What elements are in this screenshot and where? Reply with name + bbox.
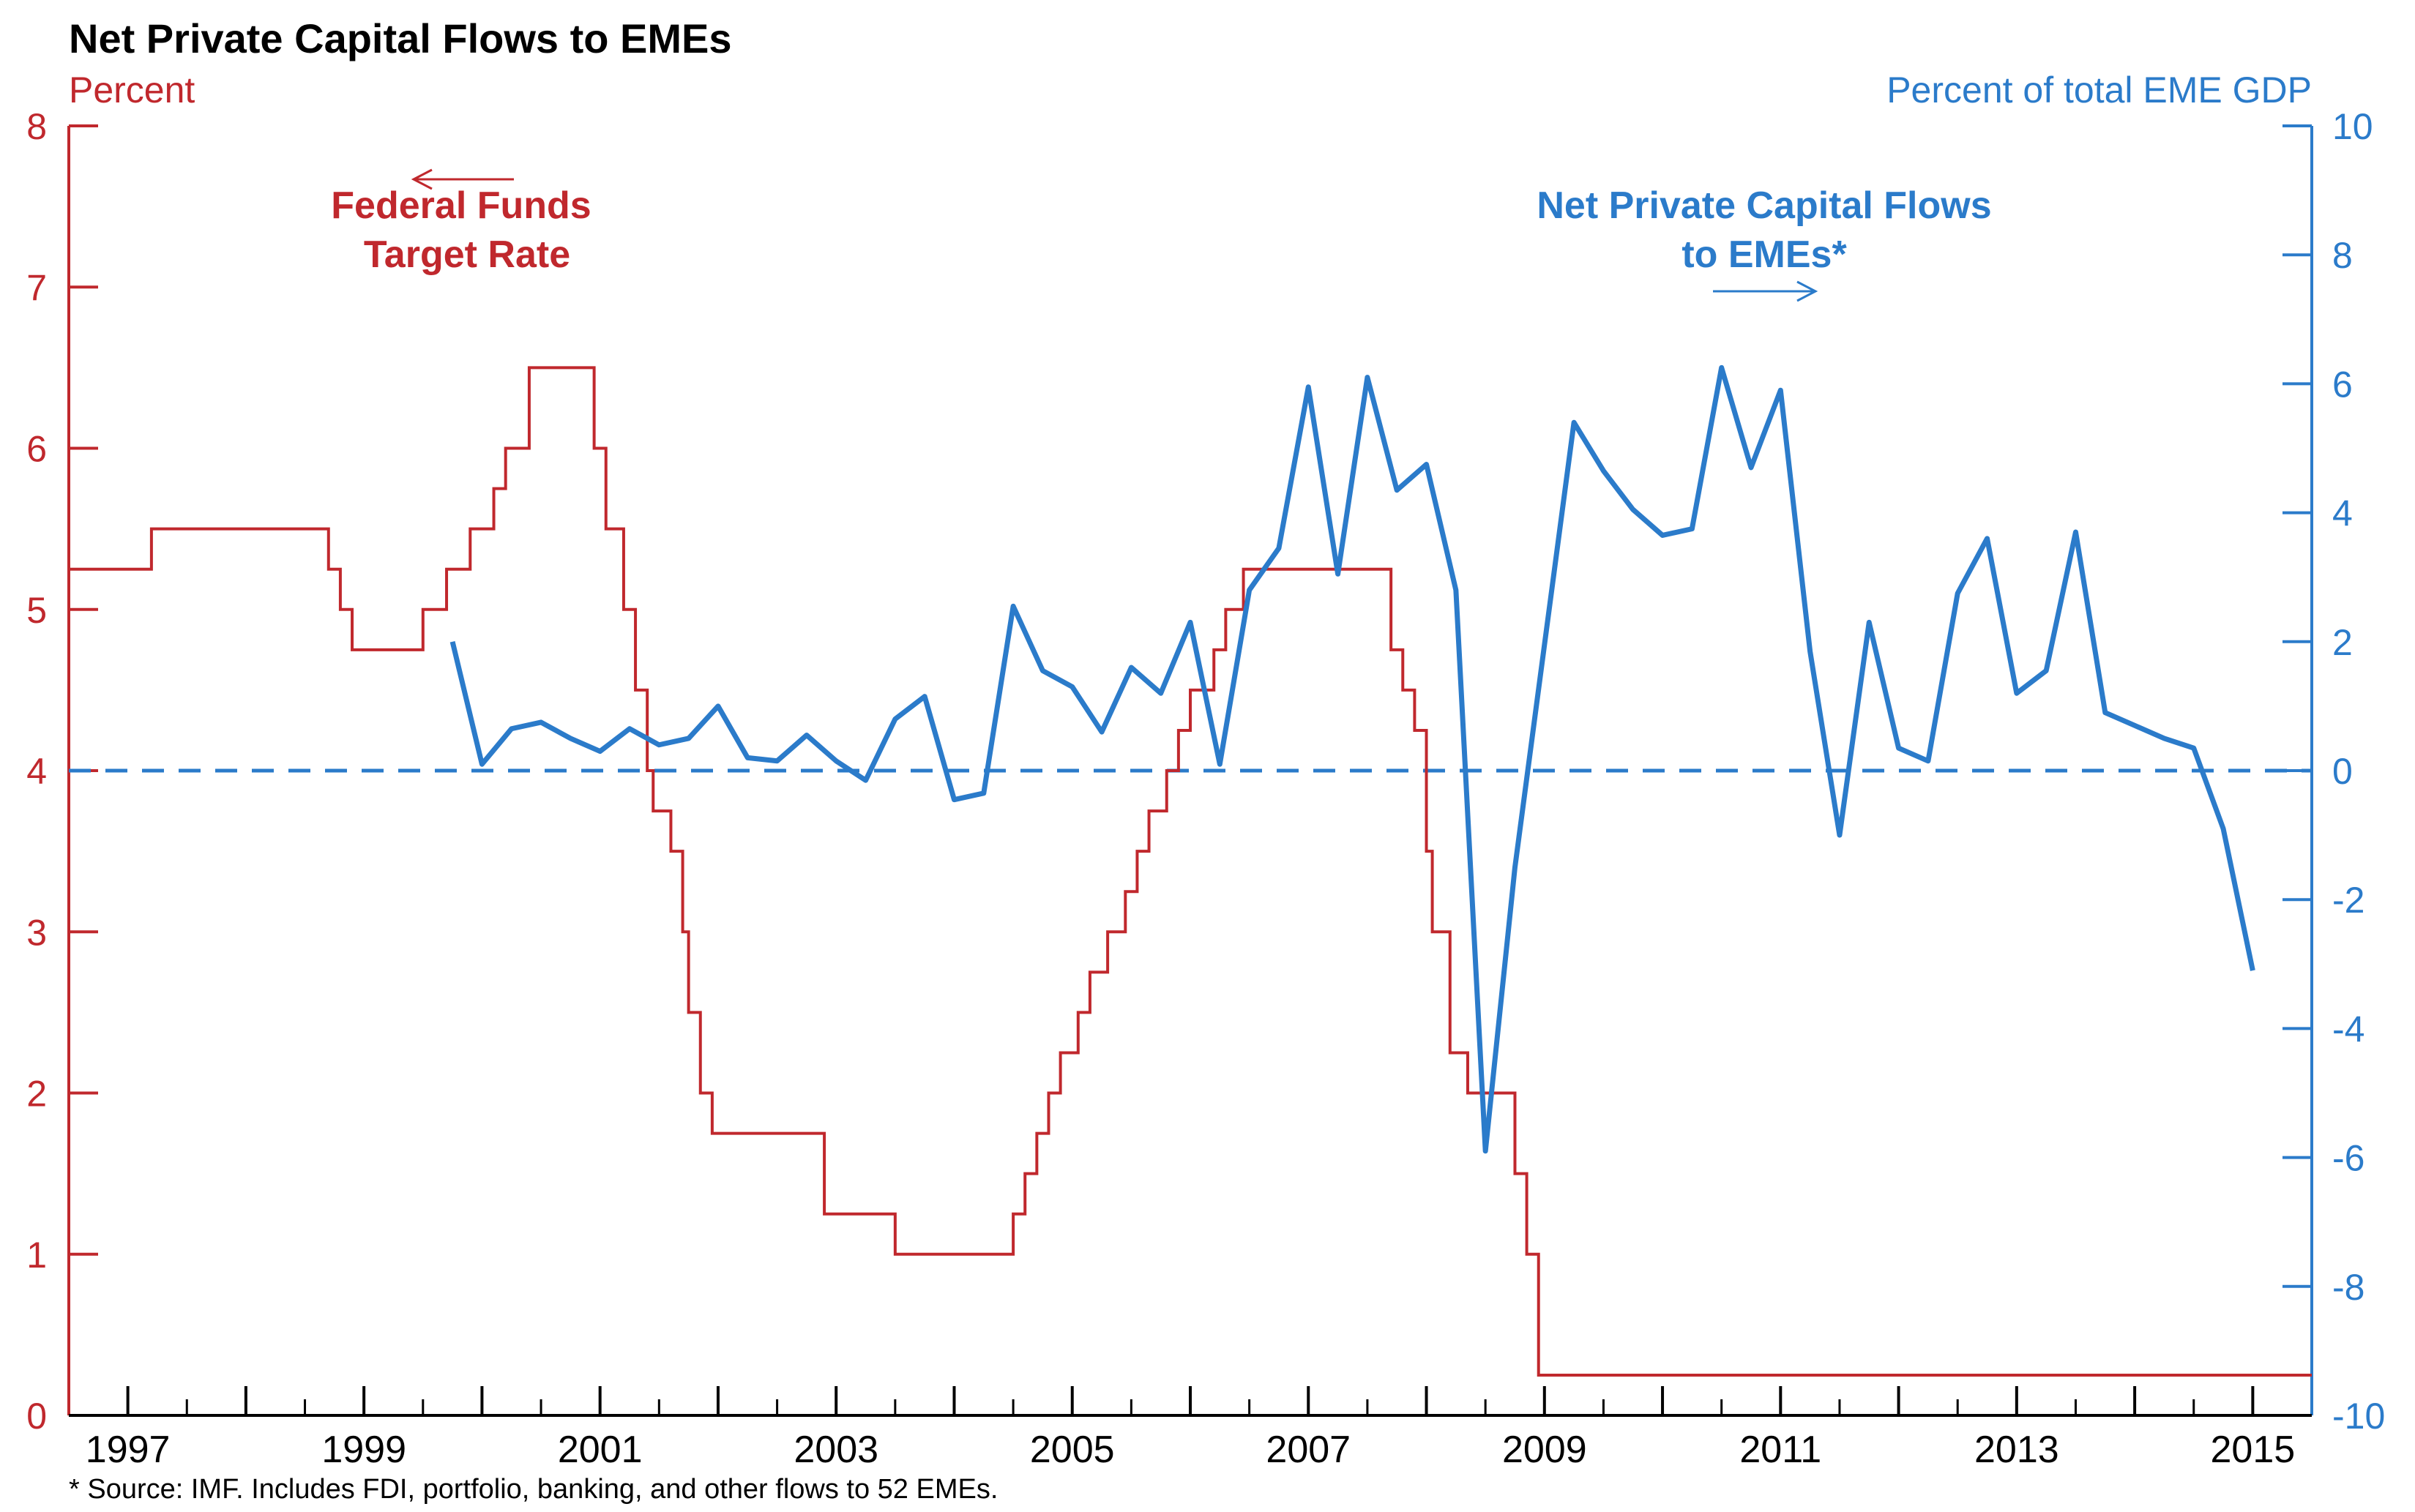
right-axis-tick-label: 4 — [2332, 493, 2353, 534]
x-axis-tick-label: 2005 — [1030, 1429, 1115, 1471]
right-axis-tick-label: 6 — [2332, 364, 2353, 405]
right-axis-tick-label: 2 — [2332, 622, 2353, 663]
x-axis-tick-label: 2011 — [1739, 1429, 1821, 1471]
left-axis-unit: Percent — [69, 70, 195, 111]
annotation-fed-funds-line2: Target Rate — [364, 233, 570, 276]
left-axis-tick-label: 1 — [26, 1235, 47, 1276]
right-axis-tick-label: 10 — [2332, 106, 2373, 147]
left-axis-tick-label: 6 — [26, 429, 47, 470]
right-axis-tick-label: -10 — [2332, 1396, 2385, 1437]
x-axis: 1997 1999 2001 2003 2005 2007 2009 2011 2013 2015 — [69, 1386, 2312, 1471]
left-axis-tick-label: 0 — [26, 1396, 47, 1437]
right-axis-tick-label: -6 — [2332, 1138, 2364, 1179]
x-axis-tick-label: 2015 — [2211, 1429, 2296, 1471]
annotation-net-flows-line2: to EMEs* — [1681, 233, 1847, 276]
right-axis-unit: Percent of total EME GDP — [1886, 70, 2312, 111]
x-axis-tick-label: 2013 — [1974, 1429, 2059, 1471]
annotation-net-flows-line1: Net Private Capital Flows — [1537, 184, 1991, 227]
left-axis-tick-label: 3 — [26, 912, 47, 953]
annotation-fed-funds: Federal Funds Target Rate — [331, 168, 591, 276]
left-axis-tick-label: 2 — [26, 1074, 47, 1115]
arrowhead-right-icon — [1796, 280, 1818, 302]
right-axis-tick-label: -2 — [2332, 880, 2364, 921]
series-line-net-capital-flows — [449, 364, 2255, 1154]
annotation-fed-funds-line1: Federal Funds — [331, 184, 591, 227]
x-axis-tick-label: 1997 — [86, 1429, 171, 1471]
x-axis-tick-label: 2007 — [1266, 1429, 1351, 1471]
right-axis-tick-label: -4 — [2332, 1008, 2364, 1049]
right-axis: -10 -8 -6 -4 -2 0 2 4 6 8 10 — [2283, 106, 2385, 1437]
chart-title: Net Private Capital Flows to EMEs — [69, 15, 732, 61]
right-axis-tick-label: -8 — [2332, 1267, 2364, 1308]
x-axis-tick-label: 2003 — [794, 1429, 878, 1471]
left-axis-tick-label: 8 — [26, 106, 47, 147]
annotation-net-flows: Net Private Capital Flows to EMEs* — [1537, 184, 1992, 302]
right-axis-tick-label: 0 — [2332, 751, 2353, 792]
left-axis: 0 1 2 3 4 5 6 7 8 — [26, 106, 98, 1437]
left-axis-tick-label: 4 — [26, 751, 47, 792]
arrowhead-left-icon — [411, 168, 433, 190]
x-axis-tick-label: 2001 — [558, 1429, 643, 1471]
source-note: * Source: IMF. Includes FDI, portfolio, … — [69, 1474, 998, 1505]
x-axis-tick-label: 1999 — [321, 1429, 406, 1471]
left-axis-tick-label: 7 — [26, 267, 47, 308]
series-line-fed-funds-rate — [69, 366, 2312, 1377]
x-axis-tick-label: 2009 — [1502, 1429, 1587, 1471]
left-axis-tick-label: 5 — [26, 590, 47, 631]
right-axis-tick-label: 8 — [2332, 235, 2353, 276]
